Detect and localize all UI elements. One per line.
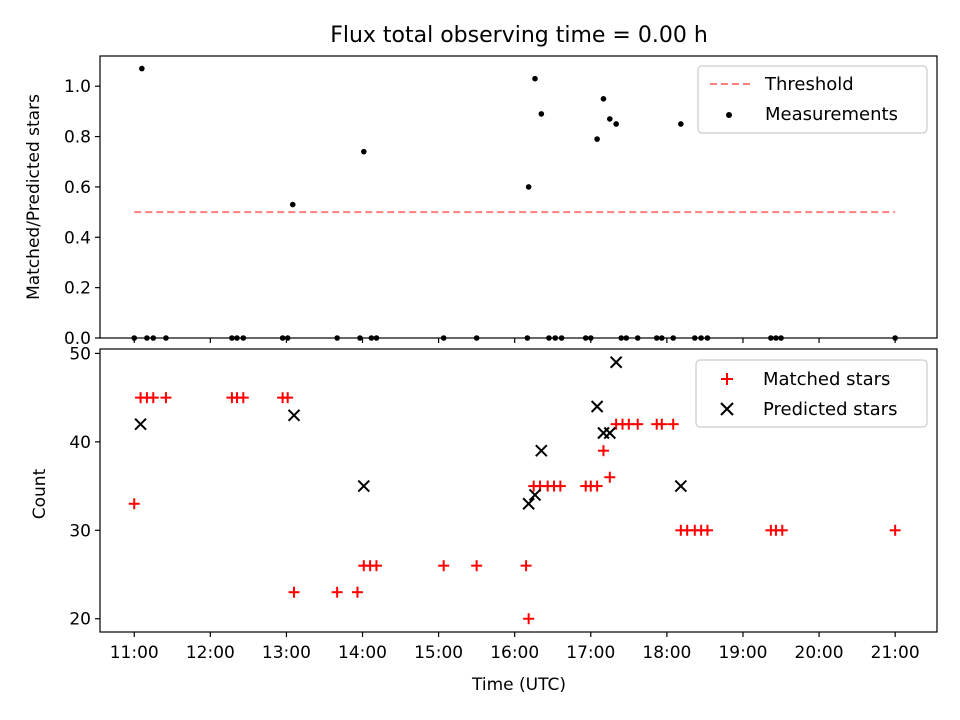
matched-star-point [632, 418, 644, 430]
top-y-tick-label: 0.2 [64, 279, 91, 299]
top-legend: Threshold Measurements [697, 65, 928, 134]
measurement-point [525, 184, 532, 190]
x-tick-label: 19:00 [718, 643, 767, 663]
matched-star-point [597, 445, 609, 457]
measurement-point [360, 148, 367, 155]
legend-matched-swatch [721, 373, 733, 385]
bottom-legend: Matched stars Predicted stars [695, 359, 928, 428]
bottom-xlabel: Time (UTC) [471, 675, 566, 695]
bottom-y-tick-label: 50 [69, 344, 91, 364]
chart-title: Flux total observing time = 0.00 h [330, 23, 708, 48]
matched-star-point [160, 392, 172, 404]
matched-star-point [288, 586, 300, 598]
bottom-ylabel: Count [30, 468, 50, 519]
matched-star-point [591, 480, 603, 492]
measurement-point [607, 116, 613, 122]
legend-predicted-label: Predicted stars [763, 399, 897, 420]
top-legend-box [697, 65, 928, 134]
predicted-star-point [609, 356, 623, 369]
bottom-plot-area: 11:00 12:00 13:00 14:00 15:00 16:00 17:00 18:00… [69, 344, 919, 663]
matched-star-point [656, 418, 668, 430]
bottom-panel: 11:00 12:00 13:00 14:00 15:00 16:00 17:00 18:00… [30, 344, 938, 695]
matched-star-point [701, 524, 713, 536]
measurement-point [532, 75, 538, 82]
bottom-y-tick-label: 20 [69, 610, 91, 630]
legend-measurements-label: Measurements [765, 104, 898, 125]
matched-star-point [351, 586, 363, 598]
top-y-tick-label: 0.0 [64, 329, 91, 349]
top-plot-area: 0.0 0.2 0.4 0.6 0.8 1.0 [64, 65, 898, 349]
matched-star-point [554, 480, 566, 492]
matched-star-point [889, 524, 901, 536]
bottom-legend-box [695, 359, 928, 428]
predicted-star-point [674, 479, 688, 493]
x-tick-label: 11:00 [110, 643, 159, 663]
measurement-point [594, 136, 600, 142]
top-y-tick-label: 0.4 [64, 228, 91, 248]
x-tick-label: 14:00 [338, 643, 387, 663]
predicted-star-point [522, 497, 535, 510]
x-tick-label: 16:00 [490, 643, 539, 663]
measurement-point [538, 111, 545, 117]
top-panel: 0.0 0.2 0.4 0.6 0.8 1.0 Matched/Predicted sta… [24, 55, 938, 349]
matched-star-point [604, 471, 616, 483]
matched-star-point [147, 392, 159, 404]
x-tick-label: 21:00 [871, 643, 920, 663]
legend-matched-label: Matched stars [763, 369, 890, 390]
matched-star-point [438, 560, 450, 572]
legend-measurements-swatch [726, 112, 732, 118]
legend-threshold-label: Threshold [764, 74, 854, 95]
matched-star-point [471, 560, 483, 572]
bottom-y-tick-label: 30 [69, 521, 91, 541]
top-axes-frame [99, 55, 938, 339]
x-tick-label: 17:00 [566, 643, 615, 663]
predicted-star-point [603, 426, 617, 440]
top-ylabel: Matched/Predicted stars [24, 94, 44, 300]
matched-star-point [520, 560, 532, 572]
measurement-point [600, 96, 607, 102]
predicted-star-point [535, 444, 548, 457]
bottom-y-tick-label: 40 [69, 433, 91, 453]
legend-predicted-swatch [720, 402, 734, 416]
matched-star-point [523, 613, 535, 625]
matched-star-point [370, 560, 382, 572]
matched-star-point [667, 418, 679, 430]
x-tick-label: 18:00 [642, 643, 691, 663]
top-y-tick-label: 0.6 [64, 178, 91, 198]
measurement-point [139, 65, 145, 72]
matched-star-point [128, 498, 140, 510]
predicted-star-point [357, 479, 370, 493]
measurement-point [289, 201, 296, 208]
matched-star-point [237, 392, 249, 404]
measurement-point [613, 121, 619, 127]
top-y-tick-label: 0.8 [64, 128, 91, 148]
bottom-axes-frame [99, 348, 938, 633]
predicted-star-point [590, 400, 604, 413]
matched-star-point [331, 586, 343, 598]
measurement-point [678, 121, 684, 127]
top-y-tick-label: 1.0 [64, 77, 91, 97]
predicted-star-point [528, 488, 542, 502]
predicted-star-point [287, 409, 301, 422]
predicted-star-point [134, 417, 147, 431]
x-tick-label: 13:00 [262, 643, 311, 663]
matched-star-point [776, 524, 788, 536]
x-tick-label: 20:00 [795, 643, 844, 663]
x-tick-label: 12:00 [186, 643, 235, 663]
matched-star-point [282, 392, 294, 404]
x-tick-label: 15:00 [414, 643, 463, 663]
